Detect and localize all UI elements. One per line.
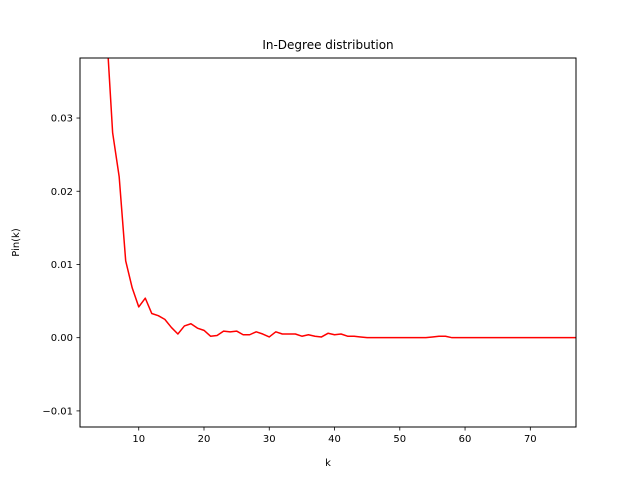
y-tick-label: 0.01 [51,260,73,271]
plot-frame [79,57,577,428]
y-axis-label: Pin(k) [11,228,22,257]
y-tick-label: 0.00 [51,333,73,344]
x-tick-label: 40 [328,434,341,445]
x-axis-label: k [325,458,331,469]
y-tick-label: 0.03 [51,114,73,125]
y-tick-label: −0.01 [42,406,73,417]
y-tick-label: 0.02 [51,187,73,198]
x-tick-label: 50 [393,434,406,445]
x-tick-label: 30 [263,434,276,445]
x-tick-label: 70 [524,434,537,445]
x-tick-label: 10 [132,434,145,445]
series-line [107,58,576,339]
x-tick-label: 60 [459,434,472,445]
chart-title: In-Degree distribution [262,38,393,52]
x-tick-label: 20 [198,434,211,445]
